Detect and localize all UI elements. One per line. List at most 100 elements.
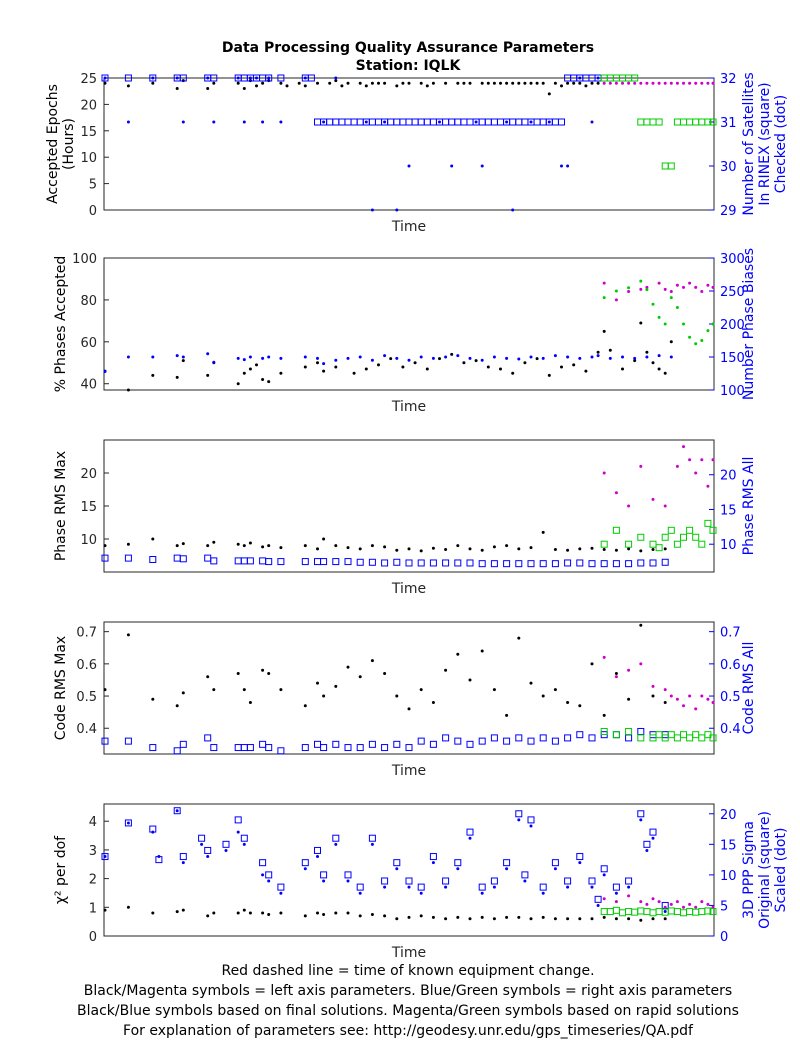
right-axis-label: Code RMS All	[741, 642, 757, 735]
data-point-dot	[480, 358, 484, 362]
left-tick-label: 25	[80, 72, 97, 87]
right-axis-label: Number of SatellitesIn RINEX (square)Che…	[741, 72, 789, 215]
data-point-square	[356, 558, 364, 566]
data-point-dot	[614, 917, 618, 921]
data-point-square	[454, 859, 462, 867]
data-point-dot	[627, 894, 631, 898]
data-point-dot	[425, 84, 429, 88]
data-point-dot	[462, 81, 466, 85]
data-point-dot	[669, 694, 673, 698]
data-point-square	[625, 560, 633, 568]
data-point-square	[625, 540, 633, 548]
data-point-square	[478, 118, 486, 126]
station-title: Station: IQLK	[356, 58, 462, 74]
data-point-dot	[700, 290, 704, 294]
data-point-dot	[206, 373, 210, 377]
data-point-dot	[608, 348, 612, 352]
data-point-dot	[181, 120, 185, 124]
data-point-dot	[711, 458, 715, 462]
data-point-dot	[535, 81, 539, 85]
data-point-dot	[694, 81, 698, 85]
right-tick-label: 0.7	[720, 626, 741, 641]
data-point-dot	[614, 289, 618, 293]
data-point-dot	[322, 912, 326, 916]
data-point-dot	[682, 905, 685, 909]
series-final-left	[103, 623, 667, 717]
data-point-square	[709, 908, 717, 916]
data-point-square	[314, 740, 321, 748]
data-point-square	[612, 731, 620, 739]
data-point-square	[667, 162, 675, 170]
data-point-dot	[212, 540, 216, 544]
data-point-dot	[614, 548, 618, 552]
data-point-square	[704, 907, 712, 915]
data-point-square	[405, 744, 413, 752]
data-point-dot	[517, 915, 521, 919]
data-point-square	[101, 74, 109, 82]
data-point-dot	[529, 917, 533, 921]
left-tick-label: 0	[89, 930, 97, 945]
data-point-dot	[103, 76, 107, 80]
data-point-square	[478, 737, 486, 745]
data-point-dot	[236, 672, 240, 676]
left-tick-label: 15	[80, 125, 97, 140]
data-point-dot	[242, 544, 246, 548]
series-final-right	[101, 554, 669, 568]
data-point-dot	[352, 371, 356, 375]
data-point-dot	[224, 848, 228, 852]
data-point-dot	[126, 355, 130, 359]
data-point-dot	[248, 541, 252, 545]
series-rapid-left	[602, 445, 715, 508]
data-point-square	[179, 853, 187, 861]
data-point-dot	[645, 355, 649, 359]
data-point-square	[564, 734, 572, 742]
data-point-square	[527, 560, 535, 568]
data-point-dot	[694, 285, 698, 289]
data-point-square	[680, 909, 687, 917]
data-point-dot	[480, 81, 484, 85]
chart-panel-3: 10 15 20 10 15 20 Time Phase RMS Max Phase RMS A…	[53, 439, 757, 597]
series-rapid-right	[600, 906, 717, 917]
right-axis-label: Number Phase Biases	[741, 248, 757, 400]
data-point-dot	[242, 358, 246, 362]
data-point-dot	[523, 879, 527, 883]
chart-panel-4: 0.4 0.5 0.6 0.7 0.4 0.5 0.6 0.7 Time Code RMS Max…	[53, 621, 757, 779]
data-point-dot	[468, 81, 472, 85]
right-tick-label: 0.5	[720, 690, 741, 705]
data-point-dot	[212, 688, 216, 692]
data-point-square	[454, 118, 462, 126]
data-point-dot	[261, 356, 265, 360]
data-point-dot	[590, 546, 594, 550]
data-point-dot	[596, 76, 600, 80]
data-point-square	[417, 118, 425, 126]
data-point-square	[149, 744, 157, 752]
left-tick-label: 20	[80, 98, 97, 113]
data-point-square	[393, 740, 401, 748]
data-point-dot	[657, 900, 661, 904]
data-point-square	[625, 877, 633, 885]
left-tick-label: 0.6	[76, 658, 97, 673]
data-point-square	[466, 559, 474, 567]
data-point-dot	[492, 885, 496, 889]
data-point-dot	[602, 873, 606, 877]
data-point-dot	[627, 290, 631, 294]
left-tick-label: 15	[80, 500, 97, 515]
data-point-dot	[688, 281, 692, 285]
data-point-square	[179, 555, 187, 563]
data-point-square	[490, 560, 498, 568]
data-point-dot	[206, 914, 210, 918]
data-point-dot	[694, 471, 698, 475]
data-point-dot	[505, 356, 509, 360]
series-final-right	[103, 352, 673, 374]
data-point-dot	[242, 120, 246, 124]
right-tick-label: 15	[720, 838, 737, 853]
data-point-dot	[529, 546, 533, 550]
data-point-dot	[584, 84, 588, 88]
data-point-dot	[267, 544, 271, 548]
left-axis-label: % Phases Accepted	[53, 256, 69, 393]
data-point-dot	[492, 355, 496, 359]
data-point-dot	[206, 855, 210, 859]
data-point-square	[655, 544, 663, 552]
data-point-dot	[694, 342, 698, 346]
data-point-square	[368, 118, 376, 126]
